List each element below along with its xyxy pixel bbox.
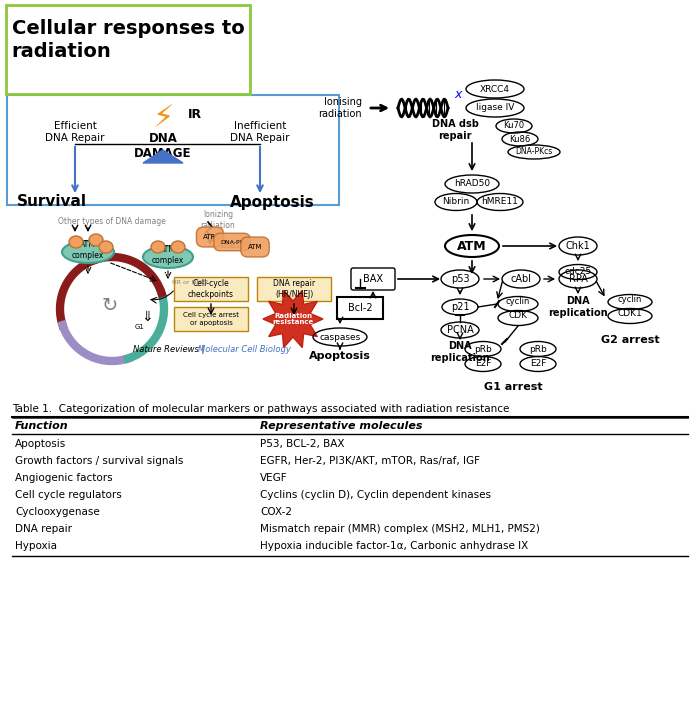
Text: PCNA: PCNA: [447, 325, 473, 335]
Text: S: S: [113, 326, 120, 336]
Text: DNA
DAMAGE: DNA DAMAGE: [134, 132, 192, 160]
Text: pRb: pRb: [474, 345, 492, 353]
Text: ATM
complex: ATM complex: [152, 246, 184, 265]
Ellipse shape: [89, 234, 103, 246]
FancyBboxPatch shape: [337, 297, 383, 319]
FancyBboxPatch shape: [6, 5, 250, 94]
Text: Table 1.  Categorization of molecular markers or pathways associated with radiat: Table 1. Categorization of molecular mar…: [12, 404, 510, 414]
Text: XRCC4: XRCC4: [480, 85, 510, 93]
Text: Bcl-2: Bcl-2: [348, 303, 372, 313]
Text: Hypoxia: Hypoxia: [15, 541, 57, 551]
Text: Cell cycle arrest
or apoptosis: Cell cycle arrest or apoptosis: [183, 313, 239, 325]
Text: DSBs: DSBs: [220, 241, 239, 249]
Text: Hypoxia inducible factor-1α, Carbonic anhydrase IX: Hypoxia inducible factor-1α, Carbonic an…: [260, 541, 528, 551]
Text: cyclin: cyclin: [506, 296, 530, 305]
Ellipse shape: [151, 241, 165, 253]
Text: Cell-cycle
checkpoints: Cell-cycle checkpoints: [188, 279, 234, 299]
Text: Ku70: Ku70: [503, 122, 524, 130]
Text: EGFR, Her-2, PI3K/AKT, mTOR, Ras/raf, IGF: EGFR, Her-2, PI3K/AKT, mTOR, Ras/raf, IG…: [260, 456, 480, 466]
Text: Nature Reviews |: Nature Reviews |: [133, 345, 207, 353]
Text: pRb: pRb: [529, 345, 547, 353]
Text: COX-2: COX-2: [260, 507, 292, 517]
Text: G1: G1: [135, 324, 145, 330]
FancyBboxPatch shape: [174, 277, 248, 301]
Text: E2F: E2F: [530, 360, 546, 369]
Text: ↻: ↻: [102, 296, 118, 315]
Text: Cyclins (cyclin D), Cyclin dependent kinases: Cyclins (cyclin D), Cyclin dependent kin…: [260, 490, 491, 500]
Text: BAX: BAX: [363, 274, 383, 284]
Text: DNA
replication: DNA replication: [548, 295, 608, 318]
Text: Radiation
resistance: Radiation resistance: [272, 313, 314, 325]
Text: DNA repair
(HR/NHEJ): DNA repair (HR/NHEJ): [273, 279, 315, 299]
Ellipse shape: [99, 241, 113, 253]
Text: ligase IV: ligase IV: [476, 103, 514, 112]
Text: ATM: ATM: [457, 239, 486, 253]
Text: DNA-PKcs: DNA-PKcs: [515, 147, 552, 157]
Text: DNA-PK: DNA-PK: [220, 239, 244, 244]
Text: hRAD50: hRAD50: [454, 179, 490, 189]
FancyBboxPatch shape: [7, 95, 339, 205]
Ellipse shape: [69, 236, 83, 248]
Text: cdc25: cdc25: [564, 268, 592, 276]
Text: Cell cycle regulators: Cell cycle regulators: [15, 490, 122, 500]
Ellipse shape: [143, 246, 193, 268]
Text: G1 arrest: G1 arrest: [484, 382, 542, 392]
Text: HR or NHE?: HR or NHE?: [172, 280, 208, 285]
FancyBboxPatch shape: [351, 268, 395, 290]
Text: Angiogenic factors: Angiogenic factors: [15, 473, 113, 483]
Text: Survival: Survival: [17, 194, 87, 209]
Text: Apoptosis: Apoptosis: [230, 194, 314, 209]
Text: CDK1: CDK1: [617, 308, 643, 318]
Text: G2: G2: [80, 299, 94, 309]
Text: ⚡: ⚡: [153, 105, 174, 134]
FancyBboxPatch shape: [174, 307, 248, 331]
Text: cyclin: cyclin: [618, 295, 642, 303]
Text: p53: p53: [451, 274, 469, 284]
Polygon shape: [143, 150, 183, 163]
Text: Cellular responses to
radiation: Cellular responses to radiation: [12, 19, 244, 61]
Text: ATM: ATM: [248, 244, 262, 250]
Text: CDK: CDK: [508, 310, 528, 320]
Text: ATR: ATR: [204, 234, 216, 240]
Text: Nibrin: Nibrin: [442, 197, 470, 206]
Text: cAbl: cAbl: [510, 274, 531, 284]
Text: Chk1: Chk1: [566, 241, 590, 251]
Text: M: M: [102, 286, 112, 296]
Text: Efficient
DNA Repair: Efficient DNA Repair: [46, 121, 105, 143]
Text: Molecular Cell Biology: Molecular Cell Biology: [198, 345, 291, 353]
Text: caspases: caspases: [319, 333, 360, 342]
Text: hMRE11: hMRE11: [482, 197, 519, 206]
Text: E2F: E2F: [475, 360, 491, 369]
Text: Growth factors / survival signals: Growth factors / survival signals: [15, 456, 183, 466]
Text: DNA
replication: DNA replication: [430, 341, 490, 363]
Text: Other types of DNA damage: Other types of DNA damage: [58, 217, 166, 226]
Text: RPA: RPA: [568, 274, 587, 284]
Text: DNA repair: DNA repair: [15, 524, 72, 534]
Text: G1: G1: [127, 299, 141, 309]
Text: Ionising
radiation: Ionising radiation: [318, 97, 362, 119]
Text: IR: IR: [188, 108, 202, 122]
Text: Inefficient
DNA Repair: Inefficient DNA Repair: [230, 121, 290, 143]
Text: x: x: [454, 88, 462, 100]
Text: Apoptosis: Apoptosis: [15, 439, 66, 449]
Text: P53, BCL-2, BAX: P53, BCL-2, BAX: [260, 439, 344, 449]
Text: G2 arrest: G2 arrest: [601, 335, 659, 345]
Text: Apoptosis: Apoptosis: [309, 351, 371, 361]
Text: VEGF: VEGF: [260, 473, 288, 483]
Text: DNA dsb
repair: DNA dsb repair: [432, 119, 478, 141]
Text: Mismatch repair (MMR) complex (MSH2, MLH1, PMS2): Mismatch repair (MMR) complex (MSH2, MLH…: [260, 524, 540, 534]
Text: Ionizing
radiation: Ionizing radiation: [201, 210, 235, 230]
Text: Representative molecules: Representative molecules: [260, 421, 423, 431]
Polygon shape: [263, 290, 323, 347]
Ellipse shape: [171, 241, 185, 253]
FancyBboxPatch shape: [257, 277, 331, 301]
Text: ⇓: ⇓: [141, 310, 153, 324]
Text: Cyclooxygenase: Cyclooxygenase: [15, 507, 99, 517]
Text: ATM
complex: ATM complex: [72, 241, 104, 260]
Text: Ku86: Ku86: [510, 135, 531, 144]
Text: p21: p21: [451, 302, 469, 312]
Ellipse shape: [62, 241, 114, 263]
Text: Function: Function: [15, 421, 69, 431]
